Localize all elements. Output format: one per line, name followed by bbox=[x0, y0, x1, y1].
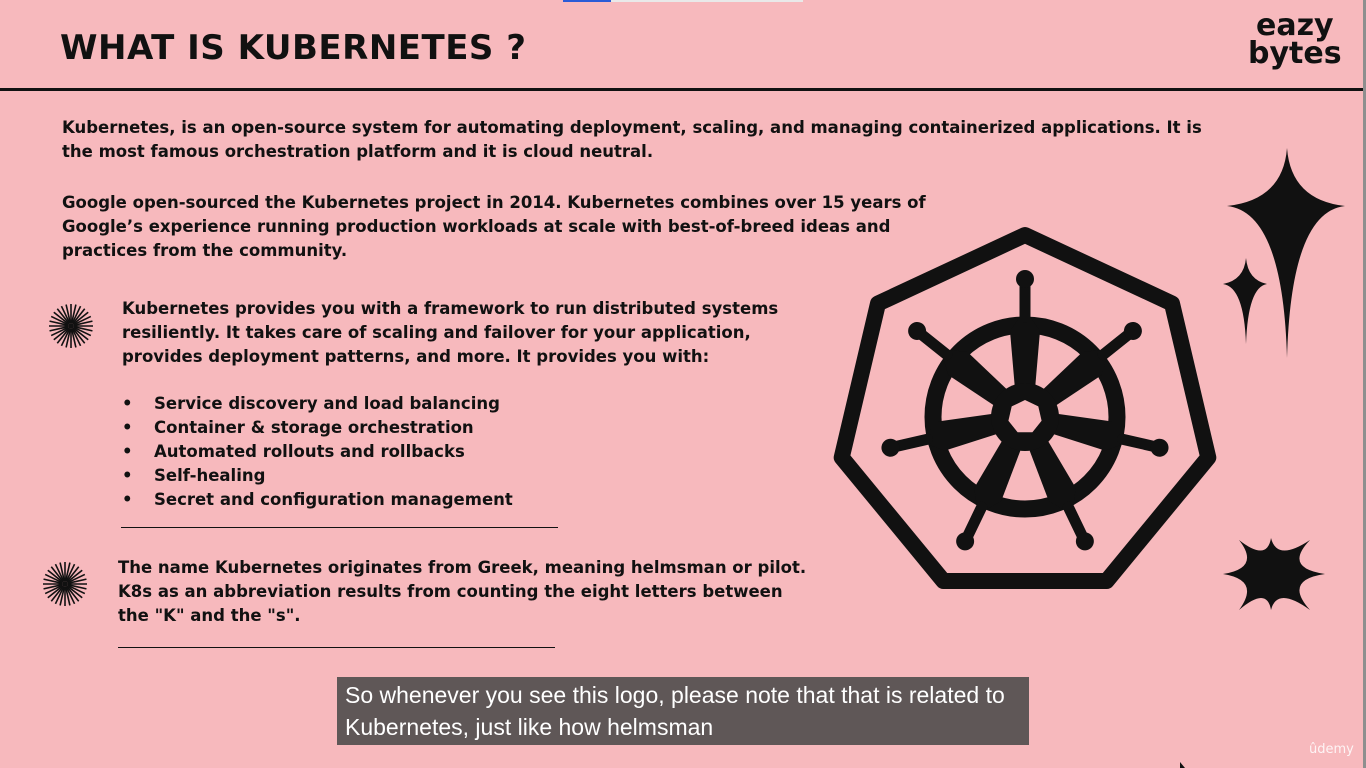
sunburst-ray bbox=[70, 328, 77, 348]
sunburst-ray bbox=[71, 305, 82, 324]
bullet-glyph: • bbox=[122, 418, 133, 437]
list-item-label: Container & storage orchestration bbox=[154, 418, 474, 437]
sparkle-star-icon bbox=[1223, 148, 1345, 610]
sunburst-ray bbox=[73, 325, 93, 332]
sunburst-ray bbox=[66, 566, 80, 583]
list-item-label: Secret and configuration management bbox=[154, 490, 513, 509]
sunburst-ray bbox=[65, 328, 72, 348]
mouse-cursor-icon bbox=[1180, 762, 1185, 768]
sunburst-ray bbox=[56, 308, 70, 325]
sunburst-ray bbox=[65, 304, 72, 324]
sunburst-ray bbox=[71, 328, 82, 347]
sunburst-ray bbox=[64, 586, 71, 606]
window-edge bbox=[1363, 0, 1366, 768]
bullet-glyph: • bbox=[122, 442, 133, 461]
sunburst-ray bbox=[56, 327, 70, 344]
sunburst-ray bbox=[73, 315, 92, 326]
sunburst-ray bbox=[43, 583, 63, 590]
sunburst-ray bbox=[44, 584, 63, 595]
list-item: • Self-healing bbox=[122, 464, 513, 488]
sunburst-ray bbox=[60, 328, 71, 347]
sunburst-ray bbox=[50, 585, 64, 602]
sunburst-ray bbox=[73, 326, 92, 337]
sunburst-ray bbox=[43, 578, 63, 585]
sunburst-ray bbox=[70, 304, 77, 324]
sunburst-ray bbox=[72, 311, 89, 325]
sunburst-ray bbox=[64, 562, 71, 582]
list-item-label: Automated rollouts and rollbacks bbox=[154, 442, 465, 461]
list-item: • Secret and configuration management bbox=[122, 488, 513, 512]
list-item: • Container & storage orchestration bbox=[122, 416, 513, 440]
bullet-glyph: • bbox=[122, 490, 133, 509]
brand-logo: eazy bytes bbox=[1248, 8, 1342, 71]
bullet-glyph: • bbox=[122, 394, 133, 413]
video-progress-fill bbox=[563, 0, 611, 2]
list-item: • Service discovery and load balancing bbox=[122, 392, 513, 416]
sunburst-ray bbox=[67, 573, 86, 584]
features-list: • Service discovery and load balancing • C… bbox=[122, 392, 513, 512]
helm-spoke bbox=[956, 427, 1027, 551]
kubernetes-logo-icon bbox=[833, 227, 1217, 589]
sunburst-ray bbox=[66, 569, 83, 583]
framework-paragraph: Kubernetes provides you with a framework… bbox=[122, 299, 779, 366]
sunburst-ray bbox=[66, 585, 80, 602]
sunburst-ray bbox=[59, 586, 66, 606]
sunburst-ray bbox=[65, 563, 76, 582]
section-divider bbox=[121, 527, 558, 528]
sunburst-ray bbox=[60, 305, 71, 324]
list-item-label: Self-healing bbox=[154, 466, 266, 485]
helm-spoke bbox=[1010, 270, 1040, 401]
brand-line-1: eazy bbox=[1255, 8, 1334, 43]
sunburst-ray bbox=[66, 585, 83, 599]
history-paragraph: Google open-sourced the Kubernetes proje… bbox=[62, 193, 926, 260]
sunburst-ray bbox=[72, 327, 86, 344]
helm-spoke bbox=[1023, 427, 1094, 551]
intro-paragraph: Kubernetes, is an open-source system for… bbox=[62, 118, 1202, 161]
sunburst-ray bbox=[54, 563, 65, 582]
sunburst-icon bbox=[49, 304, 93, 348]
helm-spoke bbox=[1038, 411, 1169, 457]
udemy-watermark: ûdemy bbox=[1309, 742, 1354, 757]
sunburst-ray bbox=[59, 562, 66, 582]
sunburst-ray bbox=[54, 586, 65, 605]
section-divider bbox=[118, 647, 555, 648]
helm-spoke bbox=[881, 411, 1012, 457]
sunburst-ray bbox=[53, 327, 70, 341]
sunburst-ray bbox=[72, 327, 89, 341]
sunburst-ray bbox=[47, 585, 64, 599]
bullet-glyph: • bbox=[122, 466, 133, 485]
video-progress-bar[interactable] bbox=[563, 0, 803, 2]
video-caption: So whenever you see this logo, please no… bbox=[337, 677, 1029, 745]
sunburst-ray bbox=[49, 325, 69, 332]
sunburst-ray bbox=[44, 573, 63, 584]
list-item-label: Service discovery and load balancing bbox=[154, 394, 500, 413]
slide-title: WHAT IS KUBERNETES ? bbox=[60, 28, 527, 68]
etymology-paragraph: The name Kubernetes originates from Gree… bbox=[118, 558, 807, 625]
sunburst-ray bbox=[67, 583, 87, 590]
sunburst-ray bbox=[49, 320, 69, 327]
title-divider bbox=[0, 88, 1366, 91]
list-item: • Automated rollouts and rollbacks bbox=[122, 440, 513, 464]
sunburst-ray bbox=[50, 566, 64, 583]
sunburst-ray bbox=[47, 569, 64, 583]
sunburst-ray bbox=[72, 308, 86, 325]
sunburst-icon bbox=[43, 562, 87, 606]
sunburst-ray bbox=[65, 586, 76, 605]
sunburst-ray bbox=[50, 326, 69, 337]
sunburst-ray bbox=[53, 311, 70, 325]
sunburst-ray bbox=[73, 320, 93, 327]
sunburst-ray bbox=[67, 584, 86, 595]
sunburst-ray bbox=[50, 315, 69, 326]
sunburst-ray bbox=[67, 578, 87, 585]
brand-line-2: bytes bbox=[1248, 36, 1342, 71]
